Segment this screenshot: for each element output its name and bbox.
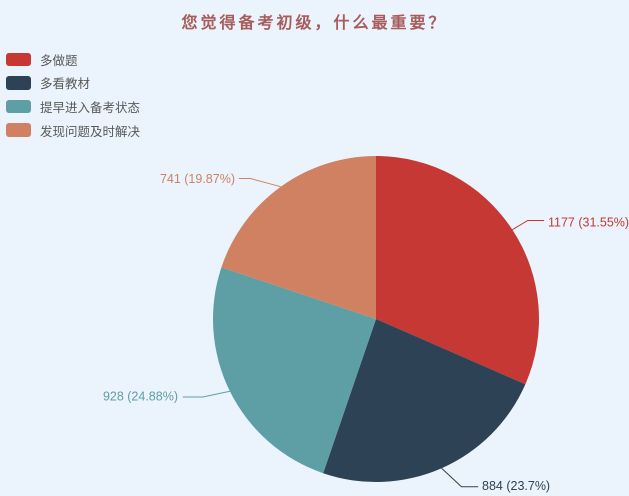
svg-text:928 (24.88%): 928 (24.88%) [103,390,178,404]
svg-text:741 (19.87%): 741 (19.87%) [160,172,235,186]
svg-text:1177 (31.55%): 1177 (31.55%) [548,216,629,230]
svg-text:884 (23.7%): 884 (23.7%) [482,479,550,493]
